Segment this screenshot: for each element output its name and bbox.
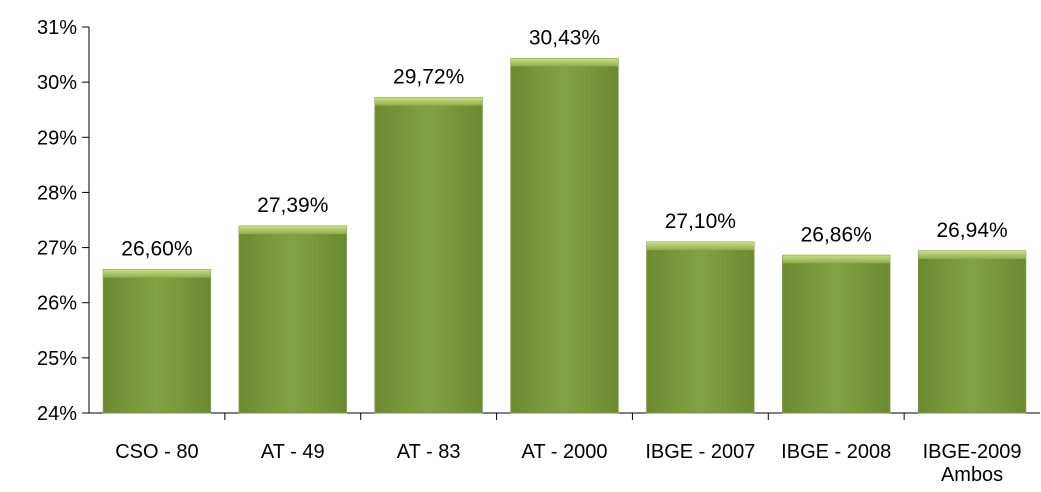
data-label: 27,10%: [665, 210, 736, 233]
bar: [510, 57, 619, 414]
data-label: 26,86%: [801, 223, 872, 246]
bar: [374, 97, 483, 414]
data-label: 27,39%: [257, 194, 328, 217]
y-tick-label: 30%: [37, 72, 77, 94]
bar-cap: [782, 255, 890, 264]
bar-cap: [239, 226, 347, 235]
y-tick-label: 29%: [37, 127, 77, 149]
x-tick-label: IBGE - 2008: [781, 441, 891, 463]
y-tick-label: 25%: [37, 348, 77, 370]
y-tick-label: 26%: [37, 293, 77, 315]
y-tick-label: 24%: [37, 403, 77, 425]
bar-cap: [103, 269, 211, 278]
x-tick-label: AT - 2000: [522, 441, 608, 463]
bar: [782, 254, 891, 414]
y-tick-label: 28%: [37, 182, 77, 204]
data-label: 26,60%: [121, 238, 192, 261]
x-tick-label: IBGE-2009 Ambos: [923, 441, 1022, 486]
data-label: 30,43%: [529, 26, 600, 49]
bar: [646, 241, 755, 414]
bar: [102, 269, 212, 414]
bar: [917, 250, 1027, 414]
x-tick-label: CSO - 80: [115, 441, 198, 463]
bar-cap: [646, 242, 755, 251]
bar-cap: [374, 97, 483, 106]
bar-cap: [918, 250, 1026, 259]
y-tick-label: 31%: [37, 17, 77, 39]
data-label: 29,72%: [393, 66, 464, 89]
x-tick-label: AT - 83: [397, 441, 461, 463]
y-tick-label: 27%: [37, 238, 77, 260]
data-label: 26,94%: [936, 219, 1007, 242]
bar: [238, 225, 347, 414]
bar-cap: [510, 58, 619, 67]
x-tick-label: IBGE - 2007: [645, 441, 755, 463]
x-tick-label: AT - 49: [261, 441, 325, 463]
